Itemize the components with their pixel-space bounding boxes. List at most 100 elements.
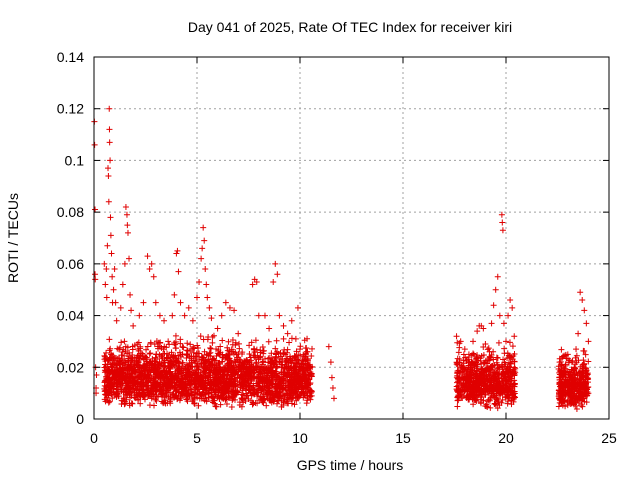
data-point <box>126 402 133 409</box>
data-point <box>147 372 154 379</box>
y-axis-label: ROTI / TECUs <box>5 193 21 283</box>
data-point <box>507 366 514 373</box>
data-point <box>456 355 463 362</box>
data-point <box>143 346 150 353</box>
data-point <box>230 367 237 374</box>
x-axis-label: GPS time / hours <box>297 457 404 473</box>
data-point <box>104 368 111 375</box>
data-point <box>167 400 174 407</box>
data-point <box>184 369 191 376</box>
data-point <box>291 354 298 361</box>
data-point <box>297 346 303 353</box>
data-point <box>219 337 226 344</box>
data-point <box>130 386 137 393</box>
data-point <box>490 390 497 397</box>
data-point <box>274 397 281 404</box>
data-point <box>477 358 484 365</box>
data-point <box>207 380 214 387</box>
data-point <box>153 397 160 404</box>
data-point <box>248 377 255 384</box>
data-point <box>217 349 224 356</box>
data-point <box>486 348 493 355</box>
data-point <box>225 393 232 400</box>
data-point <box>280 399 287 406</box>
data-point <box>224 344 231 351</box>
data-point <box>196 395 203 402</box>
data-point <box>193 358 200 365</box>
data-point <box>185 304 192 311</box>
data-point <box>511 390 518 397</box>
data-point <box>223 367 230 374</box>
data-point <box>225 338 232 345</box>
data-point <box>579 403 586 410</box>
data-point <box>209 398 216 405</box>
data-point <box>493 354 500 361</box>
data-point <box>233 351 240 358</box>
data-point <box>117 304 124 311</box>
data-point <box>486 355 493 362</box>
data-point <box>152 299 159 306</box>
data-point <box>474 328 481 335</box>
data-point <box>203 382 210 389</box>
data-point <box>146 350 153 357</box>
data-point <box>257 349 264 356</box>
data-point <box>184 398 191 405</box>
data-point <box>175 393 182 400</box>
data-point <box>109 395 116 402</box>
data-point <box>275 384 282 391</box>
data-point <box>301 367 308 374</box>
data-point <box>126 255 133 262</box>
data-point <box>110 286 117 293</box>
data-point <box>131 342 138 349</box>
data-point <box>124 365 131 372</box>
data-point <box>260 350 267 357</box>
data-point <box>247 386 254 393</box>
data-point <box>483 376 490 383</box>
data-point <box>198 360 205 367</box>
data-point <box>203 398 210 405</box>
data-point <box>511 351 518 358</box>
data-point <box>471 393 478 400</box>
data-point <box>200 367 207 374</box>
data-point <box>158 353 165 360</box>
data-point <box>485 367 492 374</box>
data-point <box>236 402 243 409</box>
data-point <box>143 356 150 363</box>
data-point <box>167 360 174 367</box>
data-point <box>181 312 188 319</box>
data-point <box>565 359 572 366</box>
data-point <box>194 342 201 349</box>
data-point <box>160 363 167 370</box>
data-point <box>308 392 315 399</box>
data-point <box>205 334 212 341</box>
data-point <box>564 351 571 358</box>
data-point <box>254 352 261 359</box>
data-point <box>223 354 230 361</box>
data-point <box>195 402 202 409</box>
data-point <box>506 374 513 381</box>
data-point <box>127 354 134 361</box>
data-point <box>102 281 109 288</box>
data-point <box>558 396 565 403</box>
data-point <box>254 380 261 387</box>
data-point <box>293 360 300 367</box>
data-point <box>257 393 264 400</box>
data-point <box>122 343 129 350</box>
data-point <box>288 386 295 393</box>
data-point <box>199 245 206 252</box>
data-point <box>161 377 168 384</box>
data-point <box>126 391 133 398</box>
data-point <box>105 198 112 205</box>
data-point <box>176 360 183 367</box>
data-point <box>480 397 487 404</box>
data-point <box>265 338 272 345</box>
data-point <box>329 384 336 391</box>
data-point <box>301 353 308 360</box>
data-point <box>292 353 299 360</box>
data-point <box>106 105 113 112</box>
data-point <box>574 380 581 387</box>
data-point <box>577 289 584 296</box>
data-point <box>505 312 512 319</box>
data-point <box>184 352 191 359</box>
data-point <box>496 312 503 319</box>
